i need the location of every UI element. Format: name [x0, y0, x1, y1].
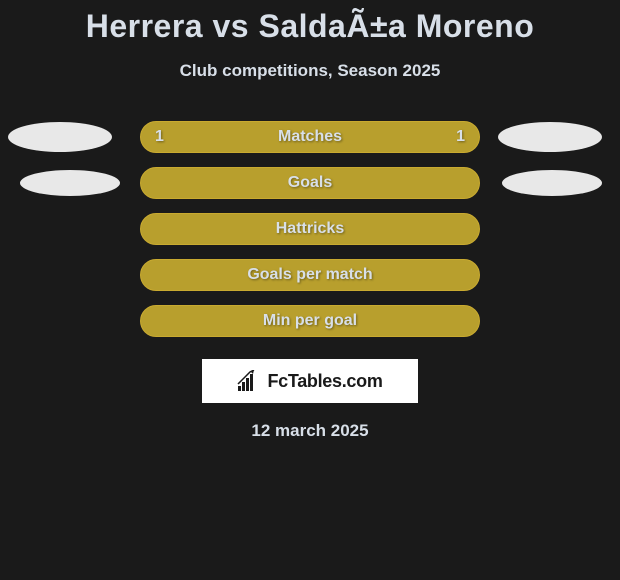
stat-label: Hattricks [276, 220, 344, 238]
stat-row-goals-per-match: Goals per match [0, 259, 620, 291]
stat-row-goals: Goals [0, 167, 620, 199]
left-ellipse [8, 122, 112, 152]
stat-bar: 1 Matches 1 [140, 121, 480, 153]
stat-bar: Min per goal [140, 305, 480, 337]
stat-row-min-per-goal: Min per goal [0, 305, 620, 337]
stat-row-matches: 1 Matches 1 [0, 121, 620, 153]
stat-label: Goals per match [247, 266, 372, 284]
stat-left-value: 1 [155, 128, 164, 146]
date-label: 12 march 2025 [0, 421, 620, 441]
attribution: FcTables.com [237, 370, 382, 392]
left-ellipse [20, 170, 120, 196]
chart-bars-icon [237, 370, 263, 392]
right-ellipse [498, 122, 602, 152]
stat-bar: Goals per match [140, 259, 480, 291]
stat-label: Min per goal [263, 312, 357, 330]
right-ellipse [502, 170, 602, 196]
page-title: Herrera vs SaldaÃ±a Moreno [0, 0, 620, 45]
stat-rows: 1 Matches 1 Goals Hattricks [0, 121, 620, 337]
stat-row-hattricks: Hattricks [0, 213, 620, 245]
stat-label: Matches [278, 128, 342, 146]
stats-widget: Herrera vs SaldaÃ±a Moreno Club competit… [0, 0, 620, 580]
attribution-box: FcTables.com [202, 359, 418, 403]
attribution-text: FcTables.com [267, 371, 382, 392]
subtitle: Club competitions, Season 2025 [0, 61, 620, 81]
stat-label: Goals [288, 174, 332, 192]
stat-bar: Goals [140, 167, 480, 199]
stat-bar: Hattricks [140, 213, 480, 245]
stat-right-value: 1 [456, 128, 465, 146]
